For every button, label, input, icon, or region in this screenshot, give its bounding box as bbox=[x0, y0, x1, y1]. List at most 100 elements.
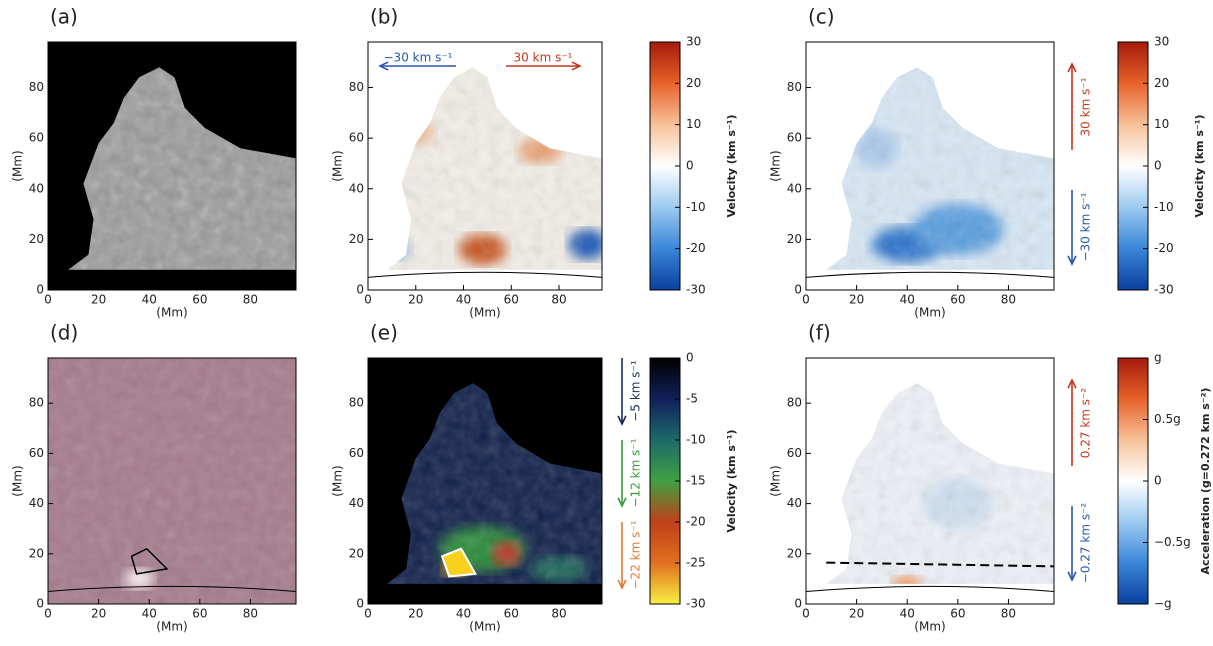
arrow-label: −0.27 km s⁻² bbox=[1079, 503, 1093, 584]
colorbar-tick-label: -25 bbox=[686, 556, 706, 570]
x-tick-label: 20 bbox=[408, 293, 423, 307]
y-tick-label: 20 bbox=[29, 232, 44, 246]
y-tick-label: 20 bbox=[787, 232, 802, 246]
y-axis-label: (Mm) bbox=[11, 465, 25, 496]
x-tick-label: 20 bbox=[408, 607, 423, 621]
colorbar-label: Acceleration (g=0.272 km s⁻²) bbox=[1199, 388, 1212, 575]
image-texture bbox=[48, 358, 296, 604]
colorbar-tick-label: -15 bbox=[686, 474, 706, 488]
x-tick-label: 0 bbox=[802, 293, 810, 307]
x-tick-label: 40 bbox=[142, 607, 157, 621]
y-tick-label: 0 bbox=[356, 283, 364, 297]
y-tick-label: 80 bbox=[787, 80, 802, 94]
x-tick-label: 40 bbox=[456, 607, 471, 621]
y-tick-label: 40 bbox=[787, 181, 802, 195]
y-tick-label: 0 bbox=[356, 597, 364, 611]
arrow-label: 0.27 km s⁻² bbox=[1079, 388, 1093, 459]
colorbar-tick-label: -30 bbox=[686, 283, 706, 297]
axes-frame bbox=[47, 41, 297, 291]
y-tick-label: 40 bbox=[349, 181, 364, 195]
colorbar-tick-label: -10 bbox=[686, 200, 706, 214]
x-tick-label: 60 bbox=[192, 293, 207, 307]
panel-label: (d) bbox=[50, 321, 78, 345]
dashed-line bbox=[826, 561, 1055, 568]
x-tick-label: 80 bbox=[243, 607, 258, 621]
arrow-label: 30 km s⁻¹ bbox=[1079, 77, 1093, 136]
y-tick-label: 20 bbox=[349, 232, 364, 246]
arrow-head bbox=[1067, 62, 1077, 73]
panel-label: (f) bbox=[808, 321, 831, 345]
colorbar-tick-label: 0 bbox=[686, 159, 694, 173]
x-tick-label: 20 bbox=[849, 607, 864, 621]
y-tick-label: 20 bbox=[787, 546, 802, 560]
panel-label: (c) bbox=[808, 5, 835, 29]
arrow-label: −12 km s⁻¹ bbox=[629, 438, 643, 507]
y-tick-label: 0 bbox=[36, 283, 44, 297]
x-tick-label: 60 bbox=[950, 607, 965, 621]
y-tick-label: 60 bbox=[787, 446, 802, 460]
colorbar-tick-label: 0 bbox=[1154, 474, 1162, 488]
colorbar-tick-label: -30 bbox=[1154, 283, 1174, 297]
colorbar-label: Velocity (km s⁻¹) bbox=[725, 114, 738, 217]
y-axis-label: (Mm) bbox=[11, 150, 25, 181]
colorbar-tick-label: 10 bbox=[686, 117, 701, 131]
y-tick-label: 60 bbox=[787, 131, 802, 145]
colorbar-tick-label: -10 bbox=[1154, 200, 1174, 214]
colorbar-tick-label: -20 bbox=[1154, 241, 1174, 255]
panel-label: (a) bbox=[50, 5, 78, 29]
x-tick-label: 0 bbox=[44, 607, 52, 621]
y-tick-label: 0 bbox=[794, 597, 802, 611]
arrow-head bbox=[378, 61, 389, 71]
x-tick-label: 0 bbox=[802, 607, 810, 621]
axes-frame bbox=[805, 41, 1055, 291]
arrow-head bbox=[1067, 378, 1077, 389]
panel-label: (b) bbox=[370, 5, 398, 29]
arrow-label: −30 km s⁻¹ bbox=[384, 51, 453, 65]
axes-frame bbox=[367, 357, 603, 605]
axes-frame bbox=[805, 357, 1055, 605]
x-tick-label: 80 bbox=[551, 293, 566, 307]
y-tick-label: 20 bbox=[349, 546, 364, 560]
x-tick-label: 20 bbox=[849, 293, 864, 307]
limb bbox=[806, 271, 1054, 278]
y-tick-label: 40 bbox=[787, 496, 802, 510]
y-tick-label: 60 bbox=[29, 131, 44, 145]
x-tick-label: 40 bbox=[900, 293, 915, 307]
colorbar-tick-label: 30 bbox=[1154, 35, 1169, 49]
y-axis-label: (Mm) bbox=[331, 150, 345, 181]
x-tick-label: 60 bbox=[192, 607, 207, 621]
x-axis-label: (Mm) bbox=[469, 620, 500, 634]
colorbar-tick-label: 0 bbox=[686, 351, 694, 365]
y-tick-label: 40 bbox=[29, 496, 44, 510]
axes-frame bbox=[47, 357, 297, 605]
y-tick-label: 80 bbox=[787, 396, 802, 410]
panel-image bbox=[806, 42, 1054, 290]
y-tick-label: 60 bbox=[349, 446, 364, 460]
colorbar-tick-label: 0 bbox=[1154, 159, 1162, 173]
x-tick-label: 60 bbox=[504, 293, 519, 307]
x-tick-label: 20 bbox=[91, 607, 106, 621]
colorbar-label: Velocity (km s⁻¹) bbox=[725, 429, 738, 532]
arrow-head bbox=[1067, 571, 1077, 582]
y-axis-label: (Mm) bbox=[769, 150, 783, 181]
y-tick-label: 60 bbox=[29, 446, 44, 460]
colorbar-tick-label: -30 bbox=[686, 597, 706, 611]
colorbar-tick-label: -10 bbox=[686, 433, 706, 447]
y-tick-label: 40 bbox=[349, 496, 364, 510]
y-axis-label: (Mm) bbox=[331, 465, 345, 496]
x-tick-label: 20 bbox=[91, 293, 106, 307]
arrow-head bbox=[1067, 255, 1077, 266]
x-tick-label: 0 bbox=[44, 293, 52, 307]
panel-image bbox=[368, 358, 602, 604]
x-tick-label: 40 bbox=[456, 293, 471, 307]
y-tick-label: 80 bbox=[29, 396, 44, 410]
limb bbox=[48, 585, 296, 592]
x-tick-label: 0 bbox=[364, 293, 372, 307]
x-tick-label: 80 bbox=[243, 293, 258, 307]
x-tick-label: 60 bbox=[950, 293, 965, 307]
bright-patch bbox=[123, 568, 155, 589]
arrow-label: −22 km s⁻¹ bbox=[629, 520, 643, 589]
x-axis-label: (Mm) bbox=[469, 306, 500, 320]
colorbar-tick-label: 30 bbox=[686, 35, 701, 49]
